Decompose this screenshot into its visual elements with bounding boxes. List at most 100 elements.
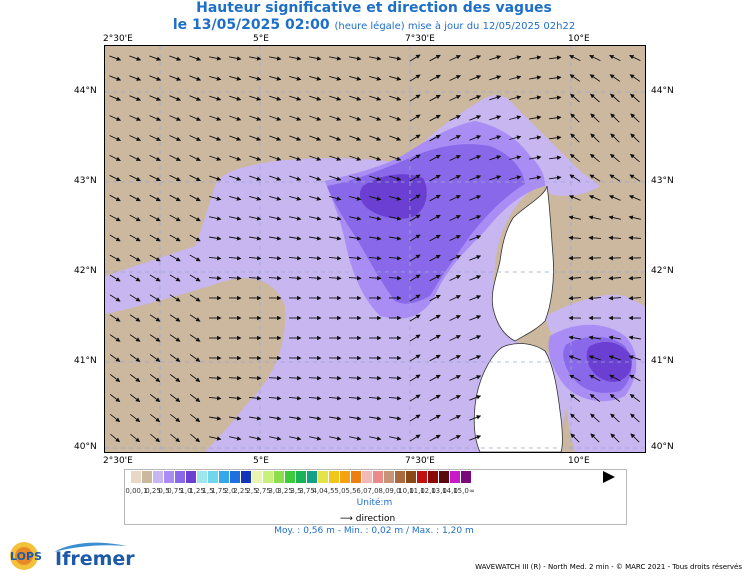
wave-direction-arrow <box>169 214 181 222</box>
wave-direction-arrow <box>570 413 580 423</box>
wave-direction-arrow <box>449 195 461 201</box>
color-swatch <box>461 471 472 483</box>
wave-direction-arrow <box>289 436 302 441</box>
color-swatch <box>142 471 153 483</box>
wave-direction-arrow <box>449 255 461 261</box>
scale-label: 3,0 <box>268 487 280 495</box>
wave-direction-arrow <box>449 175 461 181</box>
wave-direction-arrow <box>249 416 262 421</box>
wave-direction-arrow <box>109 254 121 262</box>
wave-direction-arrow <box>469 255 482 261</box>
wave-direction-arrow <box>329 155 342 161</box>
lops-logo: LOPS <box>10 542 42 570</box>
wave-direction-arrow <box>449 55 461 61</box>
wave-direction-arrow <box>349 416 362 421</box>
wave-direction-arrow <box>329 95 342 101</box>
wave-direction-arrow <box>609 153 620 163</box>
wave-direction-arrow <box>368 275 382 281</box>
wave-direction-arrow <box>409 414 421 422</box>
wave-direction-arrow <box>609 54 621 62</box>
color-swatch <box>285 471 296 483</box>
wave-direction-arrow <box>289 155 302 161</box>
wave-direction-arrow <box>389 115 402 121</box>
graticule <box>105 46 645 452</box>
wave-direction-arrow <box>429 74 441 82</box>
color-swatch <box>153 471 164 483</box>
wave-direction-arrow <box>568 295 582 301</box>
forecast-date: le 13/05/2025 02:00 <box>172 17 330 33</box>
wave-direction-arrow <box>348 255 362 261</box>
wave-direction-arrow <box>608 275 622 281</box>
wave-direction-arrow <box>309 56 322 61</box>
wave-direction-arrow <box>489 55 502 61</box>
wave-direction-arrow <box>289 115 302 121</box>
wave-direction-arrow <box>229 436 242 441</box>
scale-label: 0,5 <box>158 487 170 495</box>
wave-direction-arrow <box>529 55 542 60</box>
color-swatch <box>175 471 186 483</box>
wave-direction-arrow <box>429 194 441 202</box>
wave-direction-arrow <box>268 395 282 401</box>
wave-direction-arrow <box>409 54 421 62</box>
wave-direction-arrow <box>190 433 201 443</box>
color-swatch <box>428 471 439 483</box>
scale-label: 13,0 <box>431 487 447 495</box>
wave-direction-arrow <box>329 175 342 181</box>
wave-direction-arrow <box>149 254 161 262</box>
wave-direction-arrow <box>169 95 182 101</box>
lat-tick-right: 41°N <box>651 356 674 366</box>
wave-direction-arrow <box>228 375 242 381</box>
wave-direction-arrow <box>368 255 382 261</box>
wave-direction-arrow <box>189 55 202 61</box>
wave-direction-arrow <box>289 216 302 221</box>
wave-direction-arrow <box>568 195 581 201</box>
wave-direction-arrow <box>409 394 421 402</box>
wave-direction-arrow <box>189 314 201 322</box>
wave-direction-arrow <box>109 135 122 141</box>
wave-direction-arrow <box>509 135 522 140</box>
wave-height-map[interactable] <box>104 45 646 453</box>
wave-direction-arrow <box>129 234 141 242</box>
wave-direction-arrow <box>289 236 302 241</box>
wave-direction-arrow <box>129 135 142 141</box>
wave-direction-arrow <box>389 75 402 81</box>
wave-direction-arrow <box>109 95 122 101</box>
wave-direction-arrow <box>109 394 121 402</box>
wave-direction-arrow <box>349 155 362 161</box>
sardinia-island <box>473 343 563 452</box>
wave-direction-arrow <box>288 275 302 281</box>
wave-direction-arrow <box>229 56 242 61</box>
color-swatch <box>439 471 450 483</box>
wave-direction-arrow <box>469 375 482 381</box>
wave-direction-arrow <box>628 195 641 201</box>
wave-direction-arrow <box>309 195 322 201</box>
wave-direction-arrow <box>588 275 602 281</box>
wave-direction-arrow <box>109 374 121 382</box>
lon-tick-bottom: 10°E <box>568 456 590 466</box>
wave-direction-arrow <box>389 135 402 141</box>
wave-direction-arrow <box>588 355 601 361</box>
wave-direction-arrow <box>309 416 322 421</box>
direction-legend: ⟶ direction <box>340 514 395 524</box>
wave-direction-arrow <box>568 335 581 340</box>
wave-direction-arrow <box>170 433 181 443</box>
wave-direction-arrow <box>169 374 181 382</box>
wave-direction-arrow <box>149 314 161 322</box>
wave-direction-arrow <box>150 433 161 443</box>
wave-direction-arrow <box>269 216 282 221</box>
wave-direction-arrow <box>589 174 601 182</box>
wave-direction-arrow <box>249 75 262 81</box>
wave-direction-arrow <box>169 394 181 402</box>
wave-direction-arrow <box>189 274 201 282</box>
wave-direction-arrow <box>149 274 161 282</box>
wave-direction-arrow <box>229 216 242 221</box>
wave-direction-arrow <box>409 134 421 142</box>
wave-direction-arrow <box>129 394 141 402</box>
wave-direction-arrow <box>169 174 181 182</box>
wave-direction-arrow <box>469 155 482 161</box>
color-swatch <box>263 471 274 483</box>
scale-label: 2,0 <box>224 487 236 495</box>
wave-direction-arrow <box>109 154 121 162</box>
wave-direction-arrow <box>509 75 522 80</box>
wave-direction-arrow <box>509 175 522 180</box>
